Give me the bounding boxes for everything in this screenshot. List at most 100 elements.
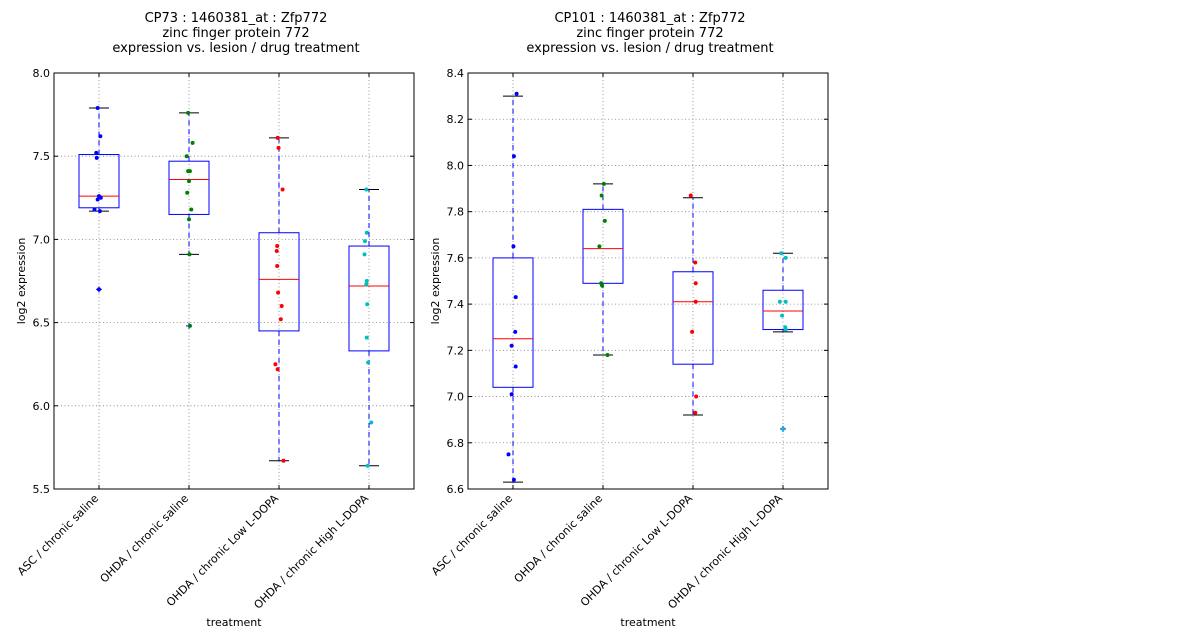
data-point-2-4 (690, 329, 695, 334)
y-tick-label-5: 7.6 (447, 252, 465, 265)
data-point-3-6 (365, 302, 370, 307)
data-point-0-6 (513, 364, 518, 369)
data-point-0-7 (509, 392, 514, 397)
y-tick-label-0: 6.6 (447, 483, 465, 496)
data-point-0-5 (98, 195, 103, 200)
data-point-0-9 (97, 287, 101, 292)
data-point-1-4 (187, 169, 192, 174)
x-tick-label-0: ASC / chronic saline (15, 492, 101, 578)
data-point-0-4 (513, 329, 518, 334)
data-point-3-7 (364, 335, 369, 340)
data-point-1-2 (184, 154, 189, 159)
plot-frame (467, 72, 829, 490)
data-point-0-2 (511, 244, 516, 249)
data-point-0-0 (95, 105, 100, 110)
data-point-0-5 (509, 343, 514, 348)
x-tick-label-1: OHDA / chronic saline (98, 492, 192, 586)
iqr-box-3 (762, 289, 804, 331)
data-point-2-2 (693, 281, 698, 286)
data-point-1-6 (185, 190, 190, 195)
data-point-0-3 (513, 295, 518, 300)
data-point-2-4 (274, 249, 279, 254)
data-point-2-5 (694, 394, 699, 399)
data-point-3-10 (365, 463, 370, 468)
iqr-box-2 (672, 271, 714, 365)
iqr-box-2 (258, 232, 300, 332)
chart-title-line-1: CP73 : 1460381_at : Zfp772 (145, 11, 328, 26)
data-point-3-3 (362, 252, 367, 257)
data-point-3-3 (783, 299, 788, 304)
y-axis-label: log2 expression (429, 238, 442, 325)
data-point-1-3 (597, 244, 602, 249)
data-point-3-2 (777, 299, 782, 304)
y-tick-label-8: 8.2 (447, 113, 465, 126)
y-tick-label-2: 6.5 (33, 317, 51, 330)
data-point-2-1 (276, 145, 281, 150)
data-point-2-6 (276, 290, 281, 295)
y-tick-label-7: 8.0 (447, 159, 465, 172)
data-point-2-3 (693, 299, 698, 304)
data-point-3-1 (364, 230, 369, 235)
data-point-2-2 (280, 187, 285, 192)
y-tick-label-1: 6.0 (33, 400, 51, 413)
data-point-1-10 (187, 323, 192, 328)
data-point-1-8 (187, 217, 191, 222)
data-point-3-4 (364, 279, 369, 283)
data-point-3-7 (781, 426, 785, 431)
x-tick-label-0: ASC / chronic saline (429, 492, 515, 578)
data-point-0-8 (97, 209, 102, 214)
y-tick-label-9: 8.4 (447, 67, 465, 80)
chart-title-line-1: CP101 : 1460381_at : Zfp772 (554, 11, 745, 26)
data-point-0-6 (95, 197, 100, 202)
y-tick-label-2: 7.0 (447, 391, 465, 404)
data-point-2-6 (693, 410, 698, 415)
data-point-3-8 (366, 360, 371, 365)
data-point-3-4 (780, 313, 785, 318)
data-point-1-5 (187, 179, 191, 184)
data-point-1-9 (187, 252, 192, 257)
y-tick-label-3: 7.2 (447, 344, 465, 357)
y-tick-label-4: 7.4 (447, 298, 465, 311)
iqr-box-0 (78, 154, 120, 209)
data-point-1-5 (600, 283, 605, 288)
chart-title-line-3: expression vs. lesion / drug treatment (526, 41, 773, 56)
data-point-1-1 (599, 193, 604, 198)
data-point-2-8 (278, 317, 283, 322)
y-tick-label-3: 7.0 (33, 233, 51, 246)
data-point-0-9 (511, 477, 516, 482)
data-point-2-10 (275, 367, 280, 372)
data-point-3-0 (364, 187, 369, 192)
y-tick-label-1: 6.8 (447, 437, 465, 450)
iqr-box-0 (492, 257, 534, 388)
data-point-2-9 (273, 362, 278, 367)
data-point-0-7 (92, 207, 97, 212)
data-point-3-9 (369, 420, 374, 425)
iqr-box-3 (348, 245, 390, 352)
data-point-2-7 (279, 303, 284, 308)
data-point-2-3 (275, 244, 280, 249)
y-axis-label: log2 expression (15, 238, 28, 325)
y-tick-label-6: 7.8 (447, 206, 465, 219)
y-tick-label-4: 7.5 (33, 150, 51, 163)
y-tick-label-5: 8.0 (33, 67, 51, 80)
y-tick-label-0: 5.5 (33, 483, 51, 496)
iqr-box-1 (168, 160, 210, 215)
data-point-0-1 (98, 134, 103, 139)
data-point-1-7 (189, 207, 194, 212)
data-point-2-5 (275, 264, 280, 269)
data-point-0-3 (94, 155, 99, 160)
chart-title-line-2: zinc finger protein 772 (576, 26, 723, 41)
chart-title-line-3: expression vs. lesion / drug treatment (112, 41, 359, 56)
data-point-3-0 (779, 251, 784, 256)
data-point-1-1 (190, 140, 195, 145)
data-point-0-1 (511, 154, 516, 159)
data-point-1-2 (602, 218, 607, 223)
data-point-1-6 (605, 352, 610, 357)
chart-title-line-2: zinc finger protein 772 (162, 26, 309, 41)
x-axis-label: treatment (620, 616, 676, 629)
plot-frame (53, 72, 415, 490)
data-point-2-1 (693, 260, 698, 265)
